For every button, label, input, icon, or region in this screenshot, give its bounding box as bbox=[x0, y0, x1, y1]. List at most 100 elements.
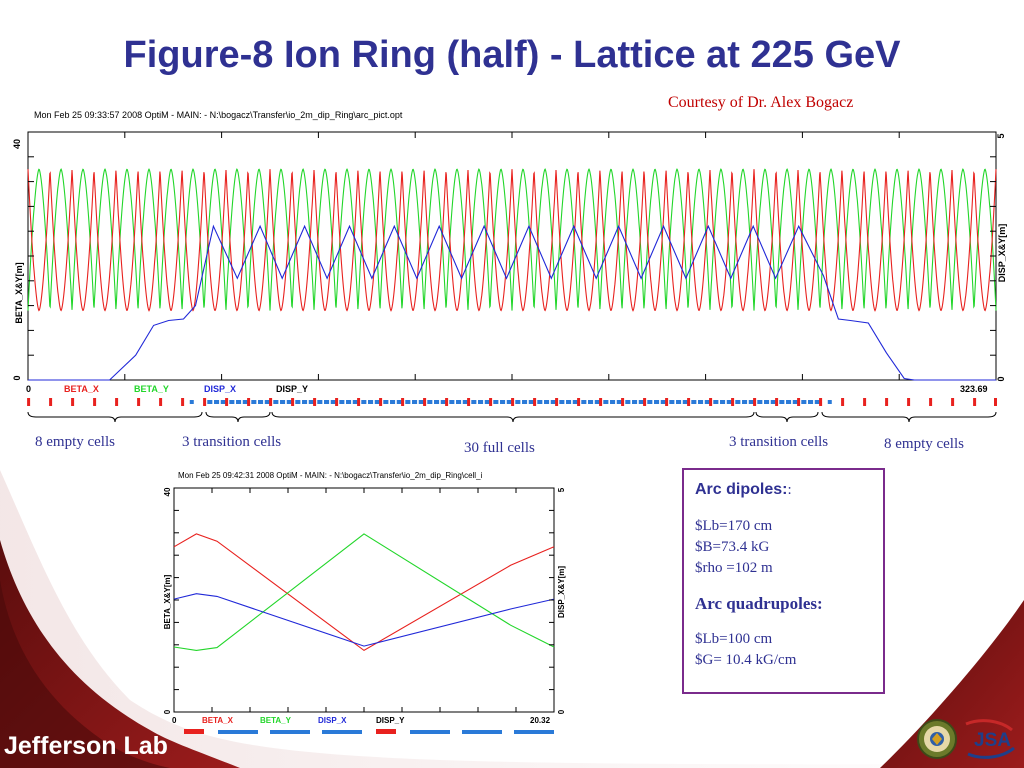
quadrupole-magnet bbox=[489, 398, 493, 406]
segment-label-transition-right: 3 transition cells bbox=[729, 434, 829, 450]
dipoles-heading-colon: : bbox=[787, 482, 792, 498]
y-axis-left-label: BETA_X&Y[m] bbox=[14, 262, 24, 323]
y-left-bottom-tick: 0 bbox=[12, 375, 22, 380]
cell-x-start-tick: 0 bbox=[172, 716, 177, 725]
x-end-tick: 323.69 bbox=[960, 384, 988, 394]
quadrupole-magnet bbox=[401, 398, 405, 406]
cell-beta-y-line bbox=[173, 533, 555, 651]
parameters-box: Arc dipoles:: $Lb=170 cm $B=73.4 kG $rho… bbox=[682, 468, 885, 694]
quadrupole-magnet bbox=[994, 398, 997, 406]
cell-y-left-top-tick: 40 bbox=[163, 487, 172, 496]
cell-beta-x-line bbox=[173, 533, 555, 652]
dipole-magnet bbox=[528, 400, 534, 404]
quadrupole-magnet bbox=[863, 398, 867, 406]
dipole-magnet bbox=[638, 400, 644, 404]
quadrupole-magnet bbox=[731, 398, 735, 406]
quadrupole-magnet bbox=[753, 398, 757, 406]
y-right-bottom-tick: 0 bbox=[996, 376, 1006, 381]
dipole-magnet bbox=[207, 400, 213, 404]
dipole-magnet bbox=[748, 400, 754, 404]
quadrupole-magnet bbox=[511, 398, 515, 406]
quadrupole-magnet bbox=[577, 398, 581, 406]
dipole-magnet bbox=[647, 400, 653, 404]
slide-title: Figure-8 Ion Ring (half) - Lattice at 22… bbox=[123, 34, 901, 76]
dipole-magnet bbox=[273, 400, 279, 404]
cell-y-right-bottom-tick: 0 bbox=[557, 709, 566, 714]
dipole-magnet bbox=[522, 400, 528, 404]
cell-dipole-magnet bbox=[270, 730, 310, 734]
dipole-magnet bbox=[236, 400, 242, 404]
dipole-rho: $rho =102 m bbox=[695, 560, 773, 576]
dipole-magnet bbox=[603, 400, 609, 404]
dipole-magnet bbox=[654, 400, 660, 404]
jsa-logo-text: JSA bbox=[974, 730, 1011, 751]
dipole-magnet bbox=[374, 400, 380, 404]
dipole-magnet bbox=[544, 400, 550, 404]
dipole-magnet bbox=[383, 400, 389, 404]
quadrupole-magnet bbox=[643, 398, 647, 406]
quadrupole-magnet bbox=[291, 398, 295, 406]
segment-label-empty-left: 8 empty cells bbox=[35, 434, 115, 450]
brace-empty-left bbox=[27, 411, 203, 422]
dipole-magnet bbox=[308, 400, 314, 404]
dipole-magnet bbox=[814, 400, 820, 404]
legend-beta-y: BETA_Y bbox=[134, 384, 169, 394]
cell-lattice-chart: Mon Feb 25 09:42:31 2008 OptiM - MAIN: -… bbox=[163, 471, 566, 734]
chart-header: Mon Feb 25 09:33:57 2008 OptiM - MAIN: -… bbox=[34, 110, 403, 120]
cell-dipole-magnet bbox=[410, 730, 450, 734]
quadrupole-magnet bbox=[885, 398, 889, 406]
dipole-magnet bbox=[258, 400, 264, 404]
cell-legend-beta-y: BETA_Y bbox=[260, 716, 292, 725]
segment-label-empty-right: 8 empty cells bbox=[884, 436, 964, 452]
dipole-magnet bbox=[515, 400, 521, 404]
x-start-tick: 0 bbox=[26, 384, 31, 394]
dipole-magnet bbox=[339, 400, 345, 404]
quadrupole-magnet bbox=[775, 398, 779, 406]
quadrupole-magnet bbox=[27, 398, 31, 406]
quadrupole-magnet bbox=[181, 398, 185, 406]
dipole-magnet bbox=[616, 400, 622, 404]
beta-x-line bbox=[27, 169, 997, 312]
dipoles-heading: Arc dipoles: bbox=[695, 481, 788, 498]
quadrupole-magnet bbox=[687, 398, 691, 406]
main-plot-lines bbox=[27, 168, 997, 381]
dipole-magnet bbox=[691, 400, 697, 404]
quadrupole-magnet bbox=[71, 398, 75, 406]
y-left-top-tick: 40 bbox=[12, 139, 22, 149]
quadrupole-magnet bbox=[951, 398, 955, 406]
y-right-top-tick: 5 bbox=[996, 133, 1006, 138]
dipole-magnet bbox=[808, 400, 814, 404]
quadrupole-magnet bbox=[115, 398, 119, 406]
dipole-magnet bbox=[484, 400, 490, 404]
cell-y-axis-left-label: BETA_X&Y[m] bbox=[163, 574, 172, 629]
quad-gradient: $G= 10.4 kG/cm bbox=[695, 652, 797, 668]
dipole-magnet bbox=[588, 400, 594, 404]
dipole-length: $Lb=170 cm bbox=[695, 518, 773, 534]
cell-plot-frame bbox=[173, 487, 555, 713]
quadrupole-magnet bbox=[709, 398, 713, 406]
dipoles-heading-line: Arc dipoles:: bbox=[695, 480, 883, 501]
dipole-magnet bbox=[214, 400, 220, 404]
quadrupole-magnet bbox=[621, 398, 625, 406]
dipole-magnet bbox=[418, 400, 424, 404]
dipole-magnet bbox=[449, 400, 455, 404]
dipole-magnet bbox=[566, 400, 572, 404]
dipole-magnet bbox=[594, 400, 600, 404]
dipole-magnet bbox=[742, 400, 748, 404]
quadrupole-magnet bbox=[269, 398, 273, 406]
dipole-magnet bbox=[550, 400, 556, 404]
cell-y-axis-right-label: DISP_X&Y[m] bbox=[557, 566, 566, 618]
quad-length: $Lb=100 cm bbox=[695, 631, 773, 647]
dipole-magnet bbox=[669, 400, 675, 404]
dipole-magnet bbox=[361, 400, 367, 404]
dipole-magnet bbox=[264, 400, 270, 404]
dipole-magnet bbox=[572, 400, 578, 404]
dipole-magnet bbox=[412, 400, 418, 404]
dipole-magnet bbox=[324, 400, 330, 404]
dipole-magnet bbox=[286, 400, 292, 404]
cell-plot-border bbox=[173, 487, 555, 713]
quadrupole-magnet bbox=[533, 398, 537, 406]
dipole-magnet bbox=[220, 400, 226, 404]
legend-disp-x: DISP_X bbox=[204, 384, 236, 394]
cell-quadrupole-magnet bbox=[376, 729, 396, 734]
